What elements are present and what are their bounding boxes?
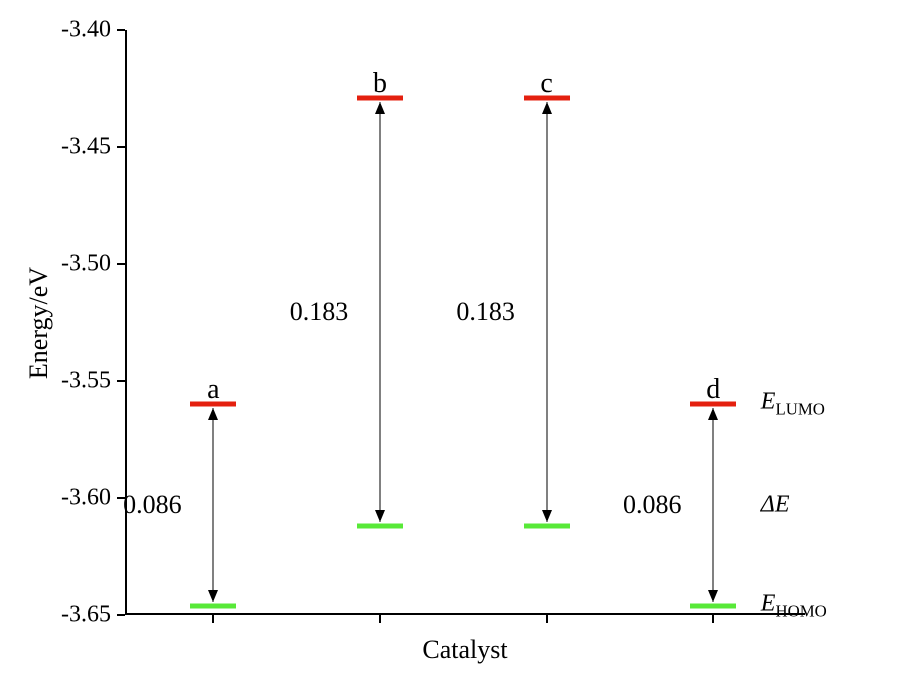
homo-level-marker: [190, 603, 236, 608]
catalyst-label: a: [207, 374, 219, 406]
x-tick: [379, 615, 381, 623]
arrowhead-down-icon: [542, 510, 552, 522]
homo-level-marker: [690, 603, 736, 608]
gap-arrow-line: [713, 408, 714, 601]
arrowhead-up-icon: [208, 408, 218, 420]
x-axis-label: Catalyst: [422, 635, 507, 665]
y-tick: [117, 380, 125, 382]
catalyst-label: d: [706, 374, 720, 406]
gap-arrow-line: [546, 102, 547, 522]
energy-level-chart: Energy/eV Catalyst -3.40 -3.45 -3.50 -3.55 -…: [0, 0, 915, 673]
homo-level-marker: [524, 524, 570, 529]
y-tick: [117, 263, 125, 265]
arrowhead-up-icon: [708, 408, 718, 420]
y-tick: [117, 614, 125, 616]
y-tick-label: -3.45: [31, 134, 111, 161]
y-tick-label: -3.55: [31, 368, 111, 395]
y-tick: [117, 29, 125, 31]
y-axis-label: Energy/eV: [24, 266, 54, 378]
gap-value-label: 0.086: [623, 490, 682, 520]
arrowhead-up-icon: [375, 102, 385, 114]
y-tick-label: -3.50: [31, 251, 111, 278]
catalyst-label: b: [373, 68, 387, 100]
arrowhead-down-icon: [708, 590, 718, 602]
y-tick-label: -3.60: [31, 485, 111, 512]
gap-arrow-line: [213, 408, 214, 601]
gap-arrow-line: [380, 102, 381, 522]
y-tick: [117, 146, 125, 148]
y-tick-label: -3.65: [31, 602, 111, 629]
gap-value-label: 0.086: [123, 490, 182, 520]
gap-value-label: 0.183: [290, 297, 349, 327]
homo-level-marker: [357, 524, 403, 529]
arrowhead-up-icon: [542, 102, 552, 114]
catalyst-label: c: [540, 68, 552, 100]
arrowhead-down-icon: [375, 510, 385, 522]
gap-value-label: 0.183: [456, 297, 515, 327]
y-tick-label: -3.40: [31, 17, 111, 44]
side-annotation: ELUMO: [761, 389, 825, 420]
side-annotation: EHOMO: [761, 590, 827, 621]
arrowhead-down-icon: [208, 590, 218, 602]
x-tick: [712, 615, 714, 623]
x-tick: [212, 615, 214, 623]
side-annotation: ΔE: [761, 492, 790, 519]
x-tick: [546, 615, 548, 623]
